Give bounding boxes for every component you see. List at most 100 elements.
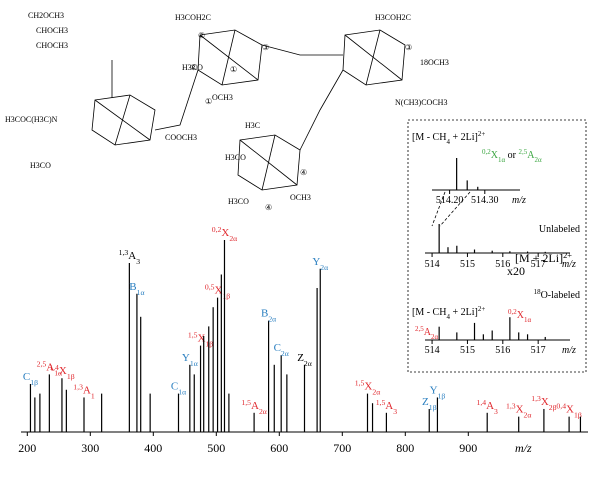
label-part: 1β: [205, 339, 213, 348]
x-tick-label: 500: [207, 441, 225, 455]
label: 2,5A1α: [37, 359, 62, 377]
label-part: 1α: [498, 156, 506, 164]
label-part: 1α: [178, 387, 186, 396]
label-part: 0,2: [508, 308, 517, 316]
structure-label: CH2OCH3: [28, 11, 64, 20]
label-part: X: [566, 404, 574, 416]
label-part: X: [364, 381, 372, 393]
label-part: Y: [312, 256, 320, 268]
label-part: 2+: [563, 251, 572, 260]
label-part: A: [424, 327, 432, 338]
label-part: X: [491, 150, 499, 161]
label: Z2α: [297, 352, 312, 368]
label-part: 4: [446, 138, 450, 146]
label: 0,2X2α: [212, 225, 237, 243]
x-tick-label: 516: [495, 259, 510, 270]
label-part: A: [527, 150, 535, 161]
x-tick-label: 200: [18, 441, 36, 455]
structure-drawing: [91, 29, 587, 373]
label-part: 1,3: [119, 248, 129, 257]
structure-label: OCH3: [212, 93, 233, 102]
label-part: Y: [430, 384, 438, 396]
label-part: 3: [393, 406, 397, 415]
bond: [299, 69, 344, 151]
label: 1,4A3: [476, 397, 498, 415]
structure-label: ③: [405, 43, 412, 52]
x-tick-label: 700: [333, 441, 351, 455]
label: [M - CH4 + 2Li]2+: [412, 305, 485, 321]
label-part: + 2Li]: [450, 307, 478, 318]
x-tick-label: 514: [425, 345, 440, 356]
label: Y1α: [182, 352, 198, 368]
bond: [221, 29, 236, 86]
structure-label: ①: [230, 65, 237, 74]
structure-label: H3C: [245, 121, 260, 130]
label: Z1β: [422, 396, 437, 412]
structure-label: N(CH3)COCH3: [395, 98, 447, 107]
label-part: Unlabeled: [539, 224, 580, 235]
x-axis-label: m/z: [515, 441, 532, 455]
label: [M + 2Li]2+: [515, 251, 572, 266]
x-tick-label: 515: [460, 345, 475, 356]
label-part: 1,5: [241, 397, 251, 406]
bond: [261, 134, 276, 191]
label: C1β: [23, 371, 38, 387]
label: B2α: [261, 308, 276, 324]
label-part: 1,4: [476, 397, 486, 406]
label-part: B: [261, 308, 268, 320]
label-part: Y: [182, 352, 190, 364]
label-part: 1β: [222, 291, 230, 300]
label: Unlabeled: [539, 224, 580, 235]
label-part: 2α: [281, 349, 289, 358]
label: x20: [507, 264, 525, 278]
label-part: X: [215, 285, 223, 297]
label-part: 2α: [229, 234, 237, 243]
label-part: [M + 2Li]: [515, 251, 563, 265]
label: 1,4X1β: [49, 363, 74, 381]
label-part: X: [517, 310, 525, 321]
bond: [365, 29, 381, 86]
label: 1,5A3: [376, 397, 398, 415]
label-part: A: [486, 400, 494, 412]
x-tick-label: 517: [531, 259, 546, 270]
label-part: 3: [136, 257, 140, 266]
label-part: 1,5: [188, 330, 198, 339]
ring: [197, 29, 263, 86]
label-part: 2α: [304, 358, 312, 367]
label: 0,2X1α or 2,5A2α: [482, 148, 542, 164]
label-part: 1,3: [506, 401, 516, 410]
label: Y2α: [312, 256, 328, 272]
structure-label: ④: [265, 203, 272, 212]
label: [M - CH4 + 2Li]2+: [412, 130, 485, 146]
label-part: x20: [507, 264, 525, 278]
label-part: 1α: [524, 316, 532, 324]
label-part: 0,4: [556, 401, 566, 410]
label-part: X: [197, 333, 205, 345]
label-part: 1β: [574, 410, 582, 419]
x-tick-label: 516: [495, 345, 510, 356]
label-part: 1,5: [355, 378, 365, 387]
label: 1,3A1: [73, 382, 95, 400]
label-part: Z: [297, 352, 304, 364]
ring: [91, 94, 156, 146]
label-part: 2α: [268, 314, 276, 323]
label-part: 1,4: [49, 363, 59, 372]
label: 2,5A2α: [415, 325, 438, 341]
label-part: A: [46, 361, 54, 373]
label-part: 1,3: [531, 393, 541, 402]
label-part: 2β: [549, 402, 557, 411]
label-part: 2,5: [415, 325, 424, 333]
label-part: 1,3: [73, 382, 83, 391]
label-part: O-labeled: [541, 290, 580, 301]
structure-label: H3CO: [228, 197, 249, 206]
label-part: 18: [534, 288, 542, 296]
connector: [439, 191, 471, 227]
structure-labels: CH2OCH3 CHOCH3 CHOCH3 H3COC(H3C)N H3CO COOCH3…: [5, 11, 449, 212]
label-part: Z: [422, 396, 429, 408]
label: 1,3X2β: [531, 393, 556, 411]
x-tick-label: 300: [81, 441, 99, 455]
bond: [199, 34, 259, 81]
label-part: 3: [494, 406, 498, 415]
label-part: 2α: [431, 333, 439, 341]
